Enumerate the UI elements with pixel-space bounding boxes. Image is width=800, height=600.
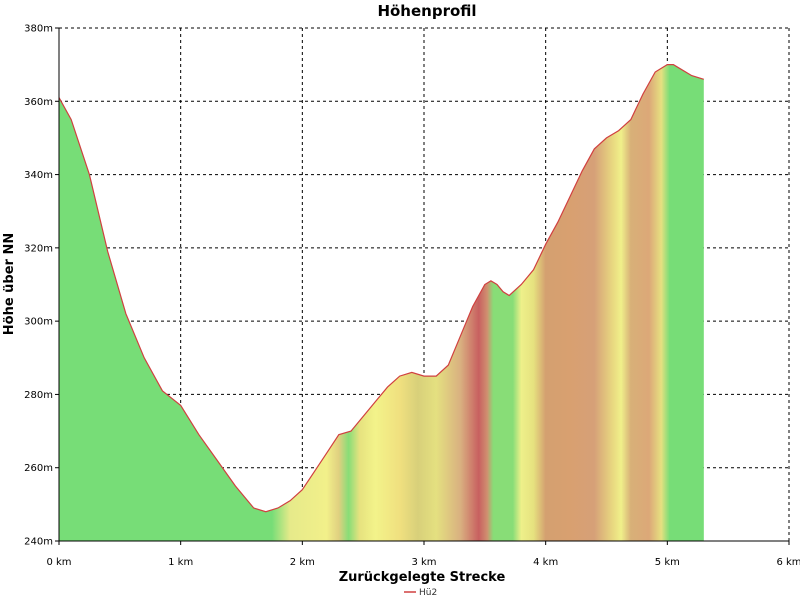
y-tick-label: 260m [24, 463, 53, 474]
chart-title: Höhenprofil [377, 2, 476, 20]
x-tick-label: 3 km [411, 557, 436, 568]
y-tick-label: 240m [24, 537, 53, 548]
x-axis-title: Zurückgelegte Strecke [339, 570, 506, 585]
legend-label: Hü2 [419, 588, 437, 598]
y-tick-label: 360m [24, 97, 53, 108]
y-axis-title: Höhe über NN [2, 233, 17, 335]
x-axis-ticks: 0 km 1 km 2 km 3 km 4 km 5 km 6 km [46, 541, 800, 568]
x-tick-label: 0 km [46, 557, 71, 568]
elevation-area-fill [59, 64, 704, 541]
x-tick-label: 4 km [533, 557, 558, 568]
plot-area [58, 63, 704, 541]
x-tick-label: 2 km [290, 557, 315, 568]
elevation-line [58, 63, 704, 513]
legend: Hü2 [404, 588, 437, 598]
x-tick-label: 1 km [168, 557, 193, 568]
y-axis-ticks: 240m 260m 280m 300m 320m 340m 360m 380m [24, 24, 59, 548]
y-tick-label: 340m [24, 170, 53, 181]
y-tick-label: 320m [24, 243, 53, 254]
x-tick-label: 5 km [655, 557, 680, 568]
x-tick-label: 6 km [776, 557, 800, 568]
y-tick-label: 380m [24, 24, 53, 35]
y-tick-label: 300m [24, 317, 53, 328]
y-tick-label: 280m [24, 390, 53, 401]
